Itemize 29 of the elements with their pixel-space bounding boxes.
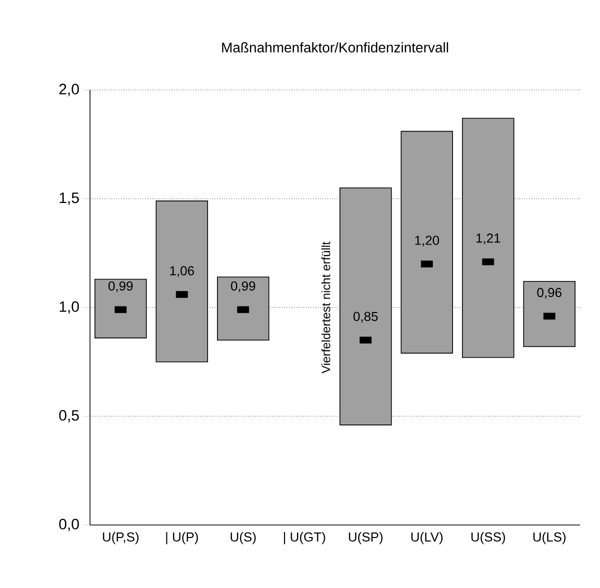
bar [462,118,514,358]
data-label: 0,99 [230,281,256,292]
data-label: 0,96 [537,288,562,299]
x-tick-label: U(SS) [471,532,506,544]
y-tick-label: 1,0 [60,301,79,314]
bar [523,280,576,348]
data-label: 1,20 [415,236,440,246]
bar [400,130,453,354]
y-tick-label: 0,0 [59,518,79,532]
x-tick-label: U(LV) [411,532,443,544]
bar [156,200,208,362]
x-tick-label: U(LS) [533,532,566,544]
bar [217,276,270,341]
data-label: 0,85 [353,312,378,323]
y-tick-label: 0,5 [59,410,79,422]
x-tick-label: U(S) [230,532,256,544]
x-tick-label: U(SP) [348,532,383,544]
bar [94,278,147,338]
data-label: 1,21 [476,234,500,244]
annotation: Vierfeldertest nicht erfüllt [321,242,330,374]
data-label: 1,06 [170,266,194,277]
bar [339,187,392,426]
x-tick-label: U(P,S) [102,532,138,544]
y-tick-label: 1,5 [60,192,79,205]
x-tick-label: | U(GT) [284,532,326,544]
y-tick-label: 2,0 [59,84,79,96]
data-label: 0,99 [108,281,133,292]
chart-title: Maßnahmenfaktor/Konfidenzintervall [222,42,448,52]
x-tick-label: | U(P) [166,532,198,544]
